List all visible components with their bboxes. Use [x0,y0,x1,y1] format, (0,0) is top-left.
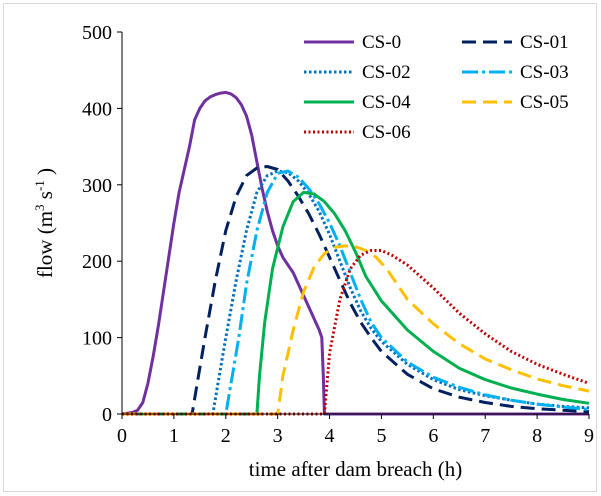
chart-figure: 0 100 200 300 400 500 0 1 2 3 4 5 6 7 8 9 time after da… [3,3,597,492]
x-tick-label: 6 [428,425,438,447]
y-tick-label: 200 [82,251,112,273]
legend-label-cs-06: CS-06 [362,122,411,143]
legend-label-cs-03: CS-03 [520,62,569,83]
series-line-cs-04 [122,190,590,416]
x-tick-label: 9 [584,425,594,447]
y-tick-label: 0 [102,404,112,426]
series-line-cs-0 [121,90,589,416]
tick-labels: 0 100 200 300 400 500 0 1 2 3 4 5 6 7 8 9 [82,22,594,447]
y-axis-title-mid: s [33,191,57,204]
x-tick-label: 3 [273,425,283,447]
series-line-cs-01 [122,165,590,416]
x-tick-label: 1 [169,425,179,447]
x-tick-label: 7 [480,425,490,447]
y-tick-label: 400 [82,98,112,120]
y-tick-label: 100 [82,328,112,350]
x-tick-label: 8 [532,425,542,447]
series-line-cs-06 [122,249,590,416]
series-line-cs-02 [122,169,590,416]
x-tick-label: 5 [376,425,386,447]
y-axis-title-base: flow (m [33,211,57,278]
x-tick-label: 4 [325,425,335,447]
series-line-cs-05 [122,244,590,416]
legend-label-cs-01: CS-01 [520,32,569,53]
x-axis-title: time after dam breach (h) [249,457,462,481]
y-tick-label: 500 [82,22,112,44]
legend-label-cs-0: CS-0 [362,32,401,53]
x-tick-label: 0 [117,425,127,447]
legend-label-cs-02: CS-02 [362,62,411,83]
series-line-cs-03 [122,169,590,416]
line-chart: 0 100 200 300 400 500 0 1 2 3 4 5 6 7 8 9 time after da… [32,22,594,481]
axes [121,32,589,415]
legend: CS-0 CS-01 CS-02 CS-03 CS-04 CS-05 CS-06 [304,32,569,143]
legend-label-cs-05: CS-05 [520,92,569,113]
plot-area [121,90,590,416]
x-tick-label: 2 [221,425,231,447]
legend-label-cs-04: CS-04 [362,92,411,113]
y-axis-title-sup2: -1 [32,180,47,191]
y-axis-title-sup1: 3 [32,204,47,211]
y-tick-label: 300 [82,175,112,197]
y-axis-title-end: ) [33,168,57,180]
y-axis-title: flow (m3 s-1 ) [32,168,57,278]
